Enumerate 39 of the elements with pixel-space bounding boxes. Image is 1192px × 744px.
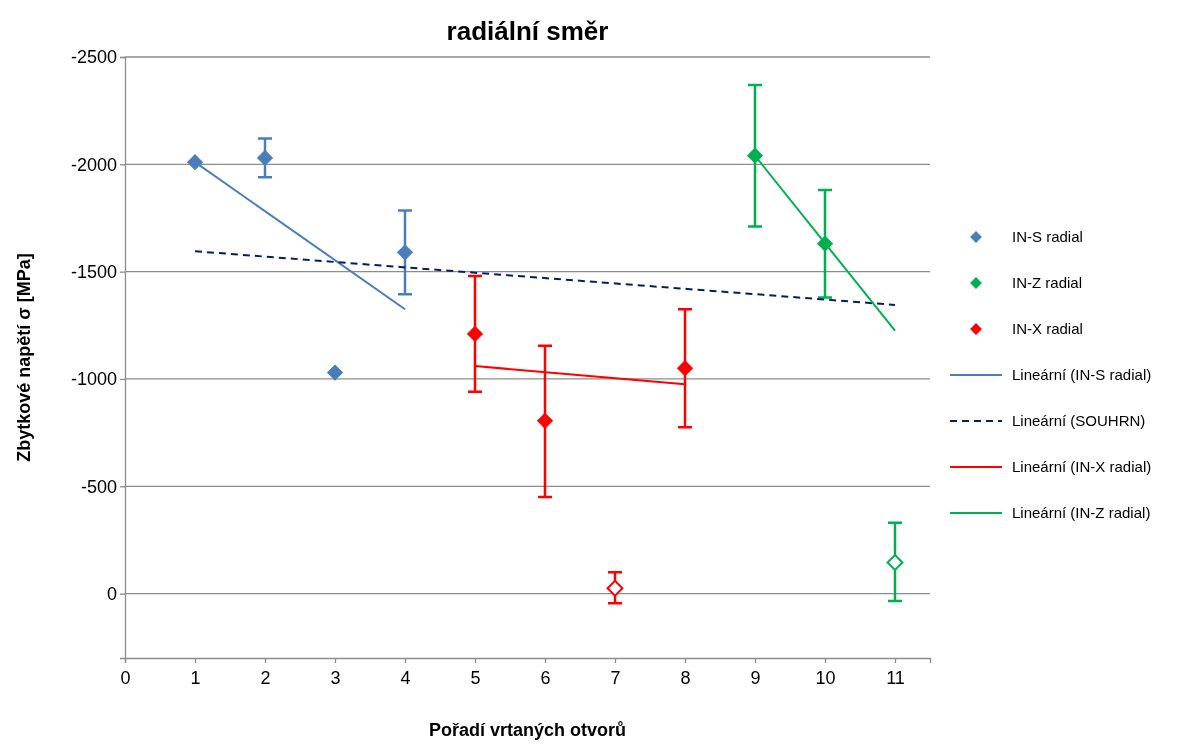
x-tick-label: 10 — [815, 668, 836, 688]
chart-title: radiální směr — [446, 16, 609, 46]
legend-label: Lineární (SOUHRN) — [1012, 412, 1146, 430]
y-tick-label: -1000 — [70, 369, 117, 390]
x-tick-label: 11 — [886, 668, 905, 688]
x-tick-label: 7 — [610, 668, 621, 688]
x-tick-label: 0 — [120, 668, 131, 688]
legend-label: IN-S radial — [1012, 228, 1083, 246]
point — [397, 244, 413, 261]
x-axis-title: Pořadí vrtaných otvorů — [428, 720, 627, 740]
legend-label: Lineární (IN-X radial) — [1012, 458, 1152, 476]
point — [467, 325, 483, 342]
legend-label: Lineární (IN-Z radial) — [1012, 504, 1151, 522]
x-tick-label: 1 — [190, 668, 201, 688]
x-tick-label: 3 — [330, 668, 341, 688]
y-tick-label: -2000 — [70, 154, 117, 175]
y-tick-label: 0 — [106, 583, 117, 604]
point — [537, 412, 553, 429]
y-tick-label: -2500 — [70, 47, 117, 68]
x-tick-label: 4 — [400, 668, 411, 688]
x-tick-label: 8 — [680, 668, 691, 688]
legend-label: IN-Z radial — [1012, 274, 1083, 292]
point — [747, 147, 763, 164]
x-tick-label: 2 — [260, 668, 271, 688]
x-tick-label: 5 — [470, 668, 481, 688]
y-tick-label: -1500 — [70, 261, 117, 282]
point — [886, 554, 904, 571]
y-tick-label: -500 — [80, 476, 117, 497]
point — [677, 360, 693, 377]
x-tick-label: 9 — [750, 668, 761, 688]
point — [817, 235, 833, 252]
y-axis-title: Zbytkové napětí σ [MPa] — [14, 253, 34, 462]
point — [257, 149, 273, 166]
point — [187, 154, 203, 171]
point — [606, 579, 624, 597]
legend-label: IN-X radial — [1012, 320, 1083, 338]
x-tick-label: 6 — [540, 668, 551, 688]
legend-label: Lineární (IN-S radial) — [1012, 366, 1152, 384]
point — [327, 364, 343, 381]
